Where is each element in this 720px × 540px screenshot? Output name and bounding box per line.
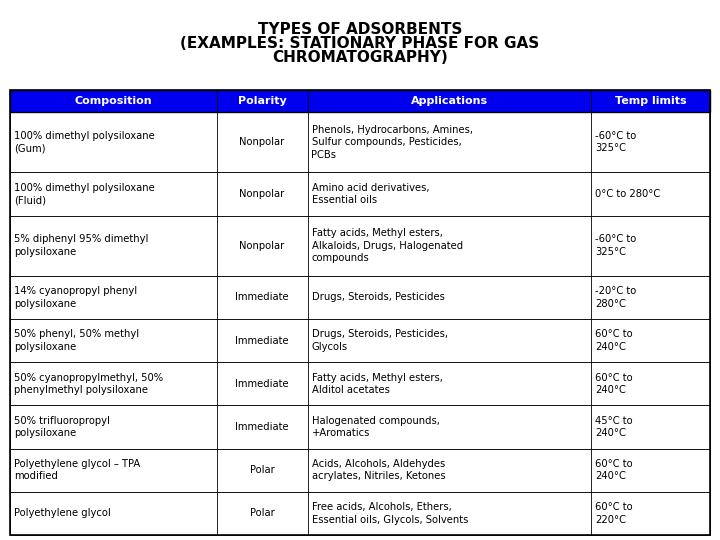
Text: TYPES OF ADSORBENTS: TYPES OF ADSORBENTS <box>258 22 462 37</box>
Text: CHROMATOGRAPHY): CHROMATOGRAPHY) <box>272 50 448 65</box>
Text: Polarity: Polarity <box>238 96 287 106</box>
Text: Drugs, Steroids, Pesticides: Drugs, Steroids, Pesticides <box>312 293 444 302</box>
Text: Acids, Alcohols, Aldehydes
acrylates, Nitriles, Ketones: Acids, Alcohols, Aldehydes acrylates, Ni… <box>312 459 445 481</box>
Text: Drugs, Steroids, Pesticides,
Glycols: Drugs, Steroids, Pesticides, Glycols <box>312 329 448 352</box>
Text: 60°C to
240°C: 60°C to 240°C <box>595 329 633 352</box>
Text: Nonpolar: Nonpolar <box>239 137 284 147</box>
Text: Halogenated compounds,
+Aromatics: Halogenated compounds, +Aromatics <box>312 416 439 438</box>
Text: 60°C to
240°C: 60°C to 240°C <box>595 373 633 395</box>
Bar <box>10 319 710 362</box>
Text: Immediate: Immediate <box>235 293 289 302</box>
Text: Polyethylene glycol – TPA
modified: Polyethylene glycol – TPA modified <box>14 459 140 481</box>
Text: 50% cyanopropylmethyl, 50%
phenylmethyl polysiloxane: 50% cyanopropylmethyl, 50% phenylmethyl … <box>14 373 163 395</box>
Text: -60°C to
325°C: -60°C to 325°C <box>595 131 636 153</box>
Text: Polar: Polar <box>250 465 274 475</box>
Bar <box>10 406 710 449</box>
Bar <box>10 362 710 406</box>
Bar <box>10 90 710 535</box>
Text: -60°C to
325°C: -60°C to 325°C <box>595 234 636 257</box>
Text: 100% dimethyl polysiloxane
(Fluid): 100% dimethyl polysiloxane (Fluid) <box>14 183 155 205</box>
Text: Phenols, Hydrocarbons, Amines,
Sulfur compounds, Pesticides,
PCBs: Phenols, Hydrocarbons, Amines, Sulfur co… <box>312 125 472 159</box>
Text: Composition: Composition <box>74 96 152 106</box>
Text: Polyethylene glycol: Polyethylene glycol <box>14 508 111 518</box>
Bar <box>10 449 710 492</box>
Text: Free acids, Alcohols, Ethers,
Essential oils, Glycols, Solvents: Free acids, Alcohols, Ethers, Essential … <box>312 502 468 524</box>
Text: 100% dimethyl polysiloxane
(Gum): 100% dimethyl polysiloxane (Gum) <box>14 131 155 153</box>
Bar <box>10 90 710 112</box>
Bar <box>10 112 710 172</box>
Bar <box>10 172 710 215</box>
Text: Amino acid derivatives,
Essential oils: Amino acid derivatives, Essential oils <box>312 183 429 205</box>
Text: Polar: Polar <box>250 508 274 518</box>
Text: 5% diphenyl 95% dimethyl
polysiloxane: 5% diphenyl 95% dimethyl polysiloxane <box>14 234 148 257</box>
Text: Nonpolar: Nonpolar <box>239 241 284 251</box>
Bar <box>10 492 710 535</box>
Text: Nonpolar: Nonpolar <box>239 189 284 199</box>
Text: Immediate: Immediate <box>235 422 289 432</box>
Text: Immediate: Immediate <box>235 336 289 346</box>
Text: Applications: Applications <box>410 96 488 106</box>
Text: Fatty acids, Methyl esters,
Alkaloids, Drugs, Halogenated
compounds: Fatty acids, Methyl esters, Alkaloids, D… <box>312 228 463 263</box>
Text: 0°C to 280°C: 0°C to 280°C <box>595 189 660 199</box>
Text: 45°C to
240°C: 45°C to 240°C <box>595 416 633 438</box>
Text: (EXAMPLES: STATIONARY PHASE FOR GAS: (EXAMPLES: STATIONARY PHASE FOR GAS <box>181 36 539 51</box>
Text: 60°C to
220°C: 60°C to 220°C <box>595 502 633 524</box>
Text: 14% cyanopropyl phenyl
polysiloxane: 14% cyanopropyl phenyl polysiloxane <box>14 286 137 309</box>
Text: 50% trifluoropropyl
polysiloxane: 50% trifluoropropyl polysiloxane <box>14 416 110 438</box>
Bar <box>10 276 710 319</box>
Text: -20°C to
280°C: -20°C to 280°C <box>595 286 636 309</box>
Text: 60°C to
240°C: 60°C to 240°C <box>595 459 633 481</box>
Bar <box>10 215 710 276</box>
Text: Temp limits: Temp limits <box>615 96 686 106</box>
Text: Immediate: Immediate <box>235 379 289 389</box>
Text: 50% phenyl, 50% methyl
polysiloxane: 50% phenyl, 50% methyl polysiloxane <box>14 329 139 352</box>
Text: Fatty acids, Methyl esters,
Alditol acetates: Fatty acids, Methyl esters, Alditol acet… <box>312 373 442 395</box>
